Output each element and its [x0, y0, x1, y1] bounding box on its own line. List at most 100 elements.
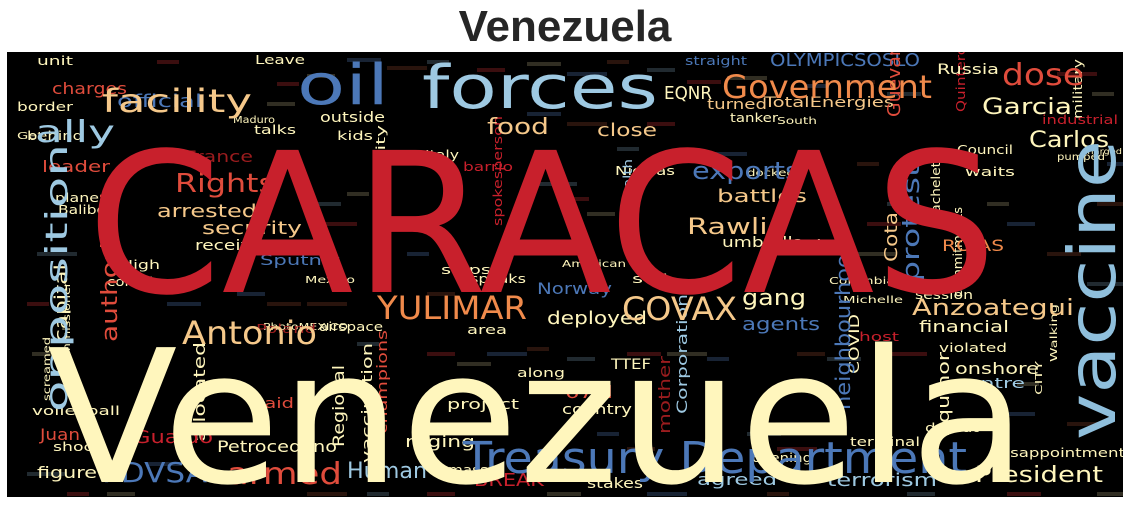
cloud-filler-speck — [547, 492, 581, 496]
cloud-word-charges: charges — [52, 79, 127, 98]
cloud-filler-speck — [687, 80, 721, 84]
cloud-word-opposition: opposition — [40, 144, 75, 412]
cloud-word-talks: talks — [254, 123, 296, 137]
cloud-filler-speck — [567, 122, 607, 126]
cloud-filler-speck — [1007, 412, 1035, 416]
cloud-word-food: food — [487, 115, 549, 140]
cloud-word-garcia: Garcia — [982, 95, 1072, 120]
cloud-word-agents: agents — [742, 314, 820, 335]
cloud-word-colombia: Colombia — [829, 276, 895, 287]
cloud-word-government: Government — [722, 68, 932, 106]
cloud-filler-speck — [1057, 72, 1097, 76]
cloud-filler-speck — [267, 302, 301, 306]
cloud-filler-speck — [587, 212, 615, 216]
cloud-word-guevara: Guevara — [884, 52, 905, 117]
cloud-filler-speck — [627, 447, 655, 451]
cloud-word-sell: sell — [632, 272, 668, 286]
cloud-filler-speck — [427, 60, 449, 64]
cloud-word-break: BREAK — [474, 470, 545, 491]
cloud-word-battles: battles — [717, 186, 807, 207]
cloud-filler-speck — [847, 80, 875, 84]
cloud-word-volleyball: volleyball — [32, 404, 120, 418]
cloud-word-capital: capital — [51, 264, 72, 342]
cloud-word-norway: Norway — [537, 279, 612, 298]
cloud-filler-speck — [567, 357, 595, 361]
cloud-filler-speck — [1092, 92, 1114, 96]
cloud-word-france: France — [185, 147, 253, 166]
cloud-filler-speck — [887, 202, 915, 206]
cloud-word-covax: COVAX — [622, 290, 737, 328]
cloud-word-spokesperson: spokesperson — [491, 116, 505, 226]
cloud-filler-speck — [27, 472, 67, 476]
cloud-filler-speck — [1007, 492, 1041, 496]
cloud-word-country: country — [562, 402, 632, 418]
cloud-filler-speck — [567, 197, 589, 201]
cloud-filler-speck — [457, 362, 491, 366]
cloud-word-onshore: onshore — [955, 359, 1039, 378]
cloud-word-disappointment: disappointment — [995, 446, 1123, 460]
cloud-filler-speck — [237, 292, 265, 296]
cloud-word-defeat: defeat — [925, 421, 979, 435]
cloud-word-anzoategui: Anzoategui — [912, 296, 1074, 321]
cloud-word-outside: outside — [320, 110, 385, 126]
cloud-filler-speck — [167, 302, 201, 306]
cloud-word-military: military — [1071, 59, 1085, 119]
cloud-word-ally: ally — [35, 115, 115, 150]
cloud-word-figure: figure — [37, 463, 97, 482]
cloud-word-raging: raging — [405, 432, 475, 451]
cloud-word-kids: kids — [337, 129, 373, 143]
cloud-word-pumped: pumped — [1057, 152, 1105, 163]
cloud-filler-speck — [807, 84, 829, 88]
cloud-filler-speck — [777, 447, 817, 451]
cloud-word-project: project — [447, 397, 520, 413]
cloud-word-67m: 67M — [565, 382, 613, 403]
cloud-word-pdvsa: PDVSA — [102, 456, 207, 489]
cloud-word-docked: docked — [747, 168, 795, 179]
cloud-word-border: border — [17, 100, 73, 114]
cloud-filler-speck — [357, 342, 379, 346]
cloud-word-tanker: tanker — [730, 111, 778, 125]
cloud-word-switzerland: Switzerland — [109, 175, 120, 253]
cloud-word-centre: centre — [955, 376, 1025, 392]
cloud-word-mass: mass — [448, 463, 488, 477]
cloud-filler-speck — [987, 202, 1009, 206]
cloud-word-barrio: barrio — [463, 160, 513, 174]
cloud-word-commissioner: Commissioner — [62, 281, 73, 372]
cloud-word-treasury-department: Treasury Department — [462, 433, 967, 484]
cloud-word-rights: Rights — [175, 169, 275, 199]
cloud-word-armed: armed — [227, 457, 342, 492]
cloud-filler-speck — [27, 302, 49, 306]
cloud-filler-speck — [567, 72, 607, 76]
cloud-word-city: CITY — [1034, 360, 1045, 395]
cloud-word-commitments: commitments — [951, 207, 965, 297]
cloud-word-industrial: industrial — [1042, 113, 1118, 127]
cloud-filler-speck — [307, 202, 341, 206]
cloud-word-stakes: stakes — [587, 476, 643, 492]
cloud-filler-speck — [477, 68, 505, 72]
cloud-filler-speck — [647, 122, 675, 126]
cloud-word-oil: oil — [297, 53, 389, 118]
cloud-word-olympicsoslo: OLYMPICSOSLO — [770, 52, 920, 71]
cloud-word-agreed: agreed — [697, 470, 777, 489]
cloud-word-guaid-: Guaidó — [133, 427, 213, 448]
cloud-filler-speck — [537, 182, 577, 186]
cloud-word-champions: champions — [375, 330, 391, 434]
cloud-filler-speck — [797, 352, 825, 356]
word-cloud: charged American Colombia Michelle Mexico Mad… — [7, 52, 1123, 497]
cloud-filler-speck — [1017, 382, 1039, 386]
cloud-word-plane: plane — [55, 191, 99, 205]
cloud-filler-speck — [1097, 492, 1123, 496]
cloud-filler-speck — [67, 492, 89, 496]
cloud-filler-speck — [647, 492, 687, 496]
cloud-word-violated: violated — [939, 341, 1007, 355]
cloud-word-screamed: screamed — [42, 337, 53, 401]
cloud-word-terrorism: terrorism — [827, 470, 937, 491]
cloud-filler-speck — [1067, 422, 1101, 426]
cloud-word-italy: Italy — [425, 148, 459, 162]
cloud-word-cota: Cota — [881, 212, 902, 262]
cloud-word-deployed: deployed — [547, 308, 647, 329]
cloud-word-vaccination: vaccination — [360, 343, 376, 463]
cloud-word-jose: Jose — [554, 245, 592, 256]
cloud-word-turned: turned — [707, 97, 767, 113]
cloud-word-council: Council — [957, 143, 1013, 157]
